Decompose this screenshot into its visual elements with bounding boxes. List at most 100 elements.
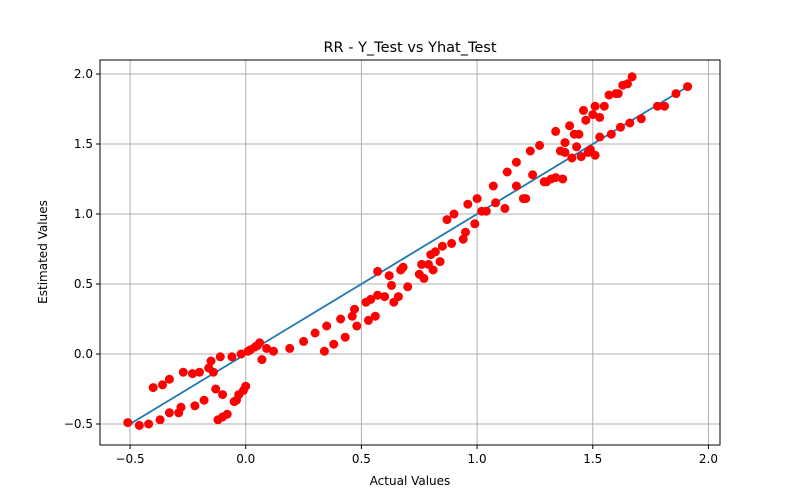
data-point [435,257,445,267]
data-point [588,110,598,120]
data-point [199,395,209,405]
data-point [653,101,662,111]
data-point [393,292,403,302]
x-tick-label: 2.0 [699,452,718,466]
data-point [208,367,218,377]
data-point [565,121,575,131]
data-point [581,115,591,125]
data-point [579,105,588,115]
data-point [190,401,200,411]
data-point [178,367,188,377]
data-point [373,290,383,300]
x-tick-label: 1.0 [468,452,487,466]
data-point [336,314,346,324]
data-point [535,140,545,150]
data-point [458,234,468,244]
data-point [613,89,623,99]
x-tick-label: −0.5 [116,452,145,466]
data-point [449,209,459,219]
data-point [521,194,531,204]
data-point [387,280,396,290]
data-point [419,273,429,283]
data-point [347,311,357,321]
data-point [269,346,278,356]
data-point [671,89,681,99]
data-point [599,101,609,111]
data-point [403,282,413,292]
data-point [437,241,447,251]
data-point [255,338,265,348]
data-point [528,170,538,180]
data-point [218,390,228,400]
y-tick-label: 2.0 [74,67,93,81]
data-point [206,356,216,366]
data-point [285,343,295,353]
data-point [461,227,470,237]
data-point [625,118,635,128]
data-point [144,419,154,429]
data-point [590,101,600,111]
data-point [310,328,320,338]
data-point [472,194,482,204]
data-point [683,82,693,92]
data-point [447,238,457,248]
data-point [430,247,440,257]
x-axis-ticks: −0.5 0.0 0.5 1.0 1.5 2.0 [116,445,718,466]
x-axis-label: Actual Values [370,474,451,488]
data-point [623,79,632,89]
x-tick-label: 0.0 [236,452,255,466]
data-point [551,126,561,136]
data-point [340,332,350,342]
data-point [352,321,362,331]
data-point [262,343,272,353]
data-point [488,181,498,191]
y-axis-label: Estimated Values [36,200,50,304]
y-tick-label: −0.5 [64,417,93,431]
data-point [164,408,174,418]
data-point [616,122,625,132]
data-point [370,311,380,321]
data-point [211,384,221,394]
x-tick-label: 0.5 [352,452,371,466]
plot-frame [99,59,721,446]
data-point [567,153,577,163]
data-point [595,112,605,122]
data-point [604,90,614,100]
data-point [366,294,376,304]
data-point [215,352,225,362]
data-point [463,199,473,209]
data-point [398,262,408,272]
data-point [222,409,232,419]
data-point [590,150,600,160]
data-point [188,369,197,379]
x-tick-label: 1.5 [583,452,602,466]
data-point [627,72,637,82]
data-point [491,198,501,208]
data-point [660,101,669,111]
fit-line-group [127,85,689,427]
data-point [551,173,561,183]
y-tick-label: 0.0 [74,347,93,361]
data-point [148,383,158,393]
data-points [123,72,693,430]
data-point [576,152,586,162]
data-point [560,147,570,157]
data-point [417,259,427,269]
data-point [373,266,383,276]
data-point [123,418,133,428]
data-point [428,265,438,275]
data-point [158,380,167,390]
y-axis-ticks: −0.5 0.0 0.5 1.0 1.5 2.0 [64,67,100,431]
data-point [574,129,584,139]
y-tick-label: 0.5 [74,277,93,291]
data-point [380,292,390,302]
data-point [195,367,204,377]
y-tick-label: 1.0 [74,207,93,221]
data-point [350,304,359,314]
data-point [636,114,646,124]
data-point [525,146,535,156]
data-point [470,219,480,229]
data-point [572,142,582,152]
